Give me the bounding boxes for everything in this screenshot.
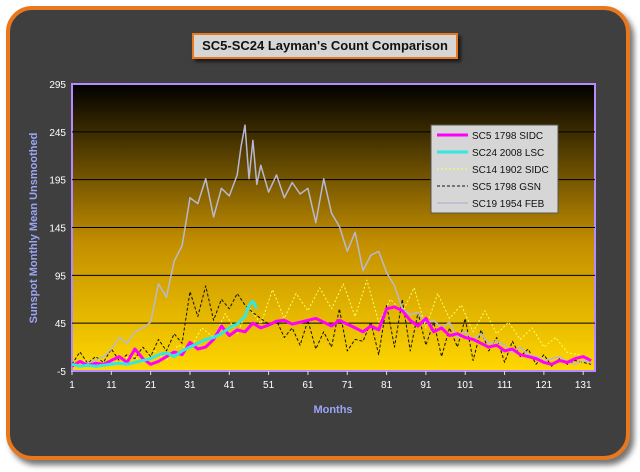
- legend: SC5 1798 SIDC SC24 2008 LSC SC14 1902 SIDC…: [430, 124, 559, 214]
- x-axis-title: Months: [313, 404, 352, 416]
- legend-label: SC14 1902 SIDC: [472, 165, 549, 176]
- x-tick-label: 111: [497, 380, 513, 391]
- y-tick-label: 245: [49, 128, 66, 139]
- x-tick-label: 61: [302, 380, 314, 391]
- series-line-4: [71, 124, 592, 366]
- series-line-1: [71, 299, 259, 368]
- y-tick-label: 145: [49, 224, 66, 235]
- y-tick-label: 45: [55, 319, 67, 330]
- x-tick-label: 101: [457, 380, 474, 391]
- series-line-3: [71, 285, 592, 367]
- chart-title: SC5-SC24 Layman's Count Comparison: [192, 33, 458, 59]
- legend-label: SC5 1798 SIDC: [472, 131, 543, 142]
- x-tick-label: 1: [69, 380, 75, 391]
- x-tick-label: 91: [420, 380, 432, 391]
- y-axis-title: Sunspot Monthly Mean Unsmoothed: [28, 133, 40, 324]
- legend-label: SC19 1954 FEB: [472, 199, 545, 210]
- x-tick-label: 41: [224, 380, 236, 391]
- y-tick-label: -5: [57, 367, 66, 378]
- x-tick-label: 21: [145, 380, 157, 391]
- y-tick-label: 95: [55, 271, 67, 282]
- x-tick-label: 51: [263, 380, 275, 391]
- legend-label: SC5 1798 GSN: [472, 182, 541, 193]
- series-line-0: [71, 305, 592, 368]
- y-tick-label: 295: [49, 80, 66, 91]
- x-tick-label: 81: [381, 380, 393, 391]
- x-tick-label: 31: [184, 380, 196, 391]
- x-tick-label: 121: [536, 380, 553, 391]
- legend-box: [430, 124, 559, 214]
- legend-label: SC24 2008 LSC: [472, 148, 544, 159]
- x-tick-label: 11: [106, 380, 117, 391]
- x-tick-label: 131: [575, 380, 592, 391]
- x-tick-label: 71: [342, 380, 354, 391]
- y-tick-label: 195: [49, 176, 66, 187]
